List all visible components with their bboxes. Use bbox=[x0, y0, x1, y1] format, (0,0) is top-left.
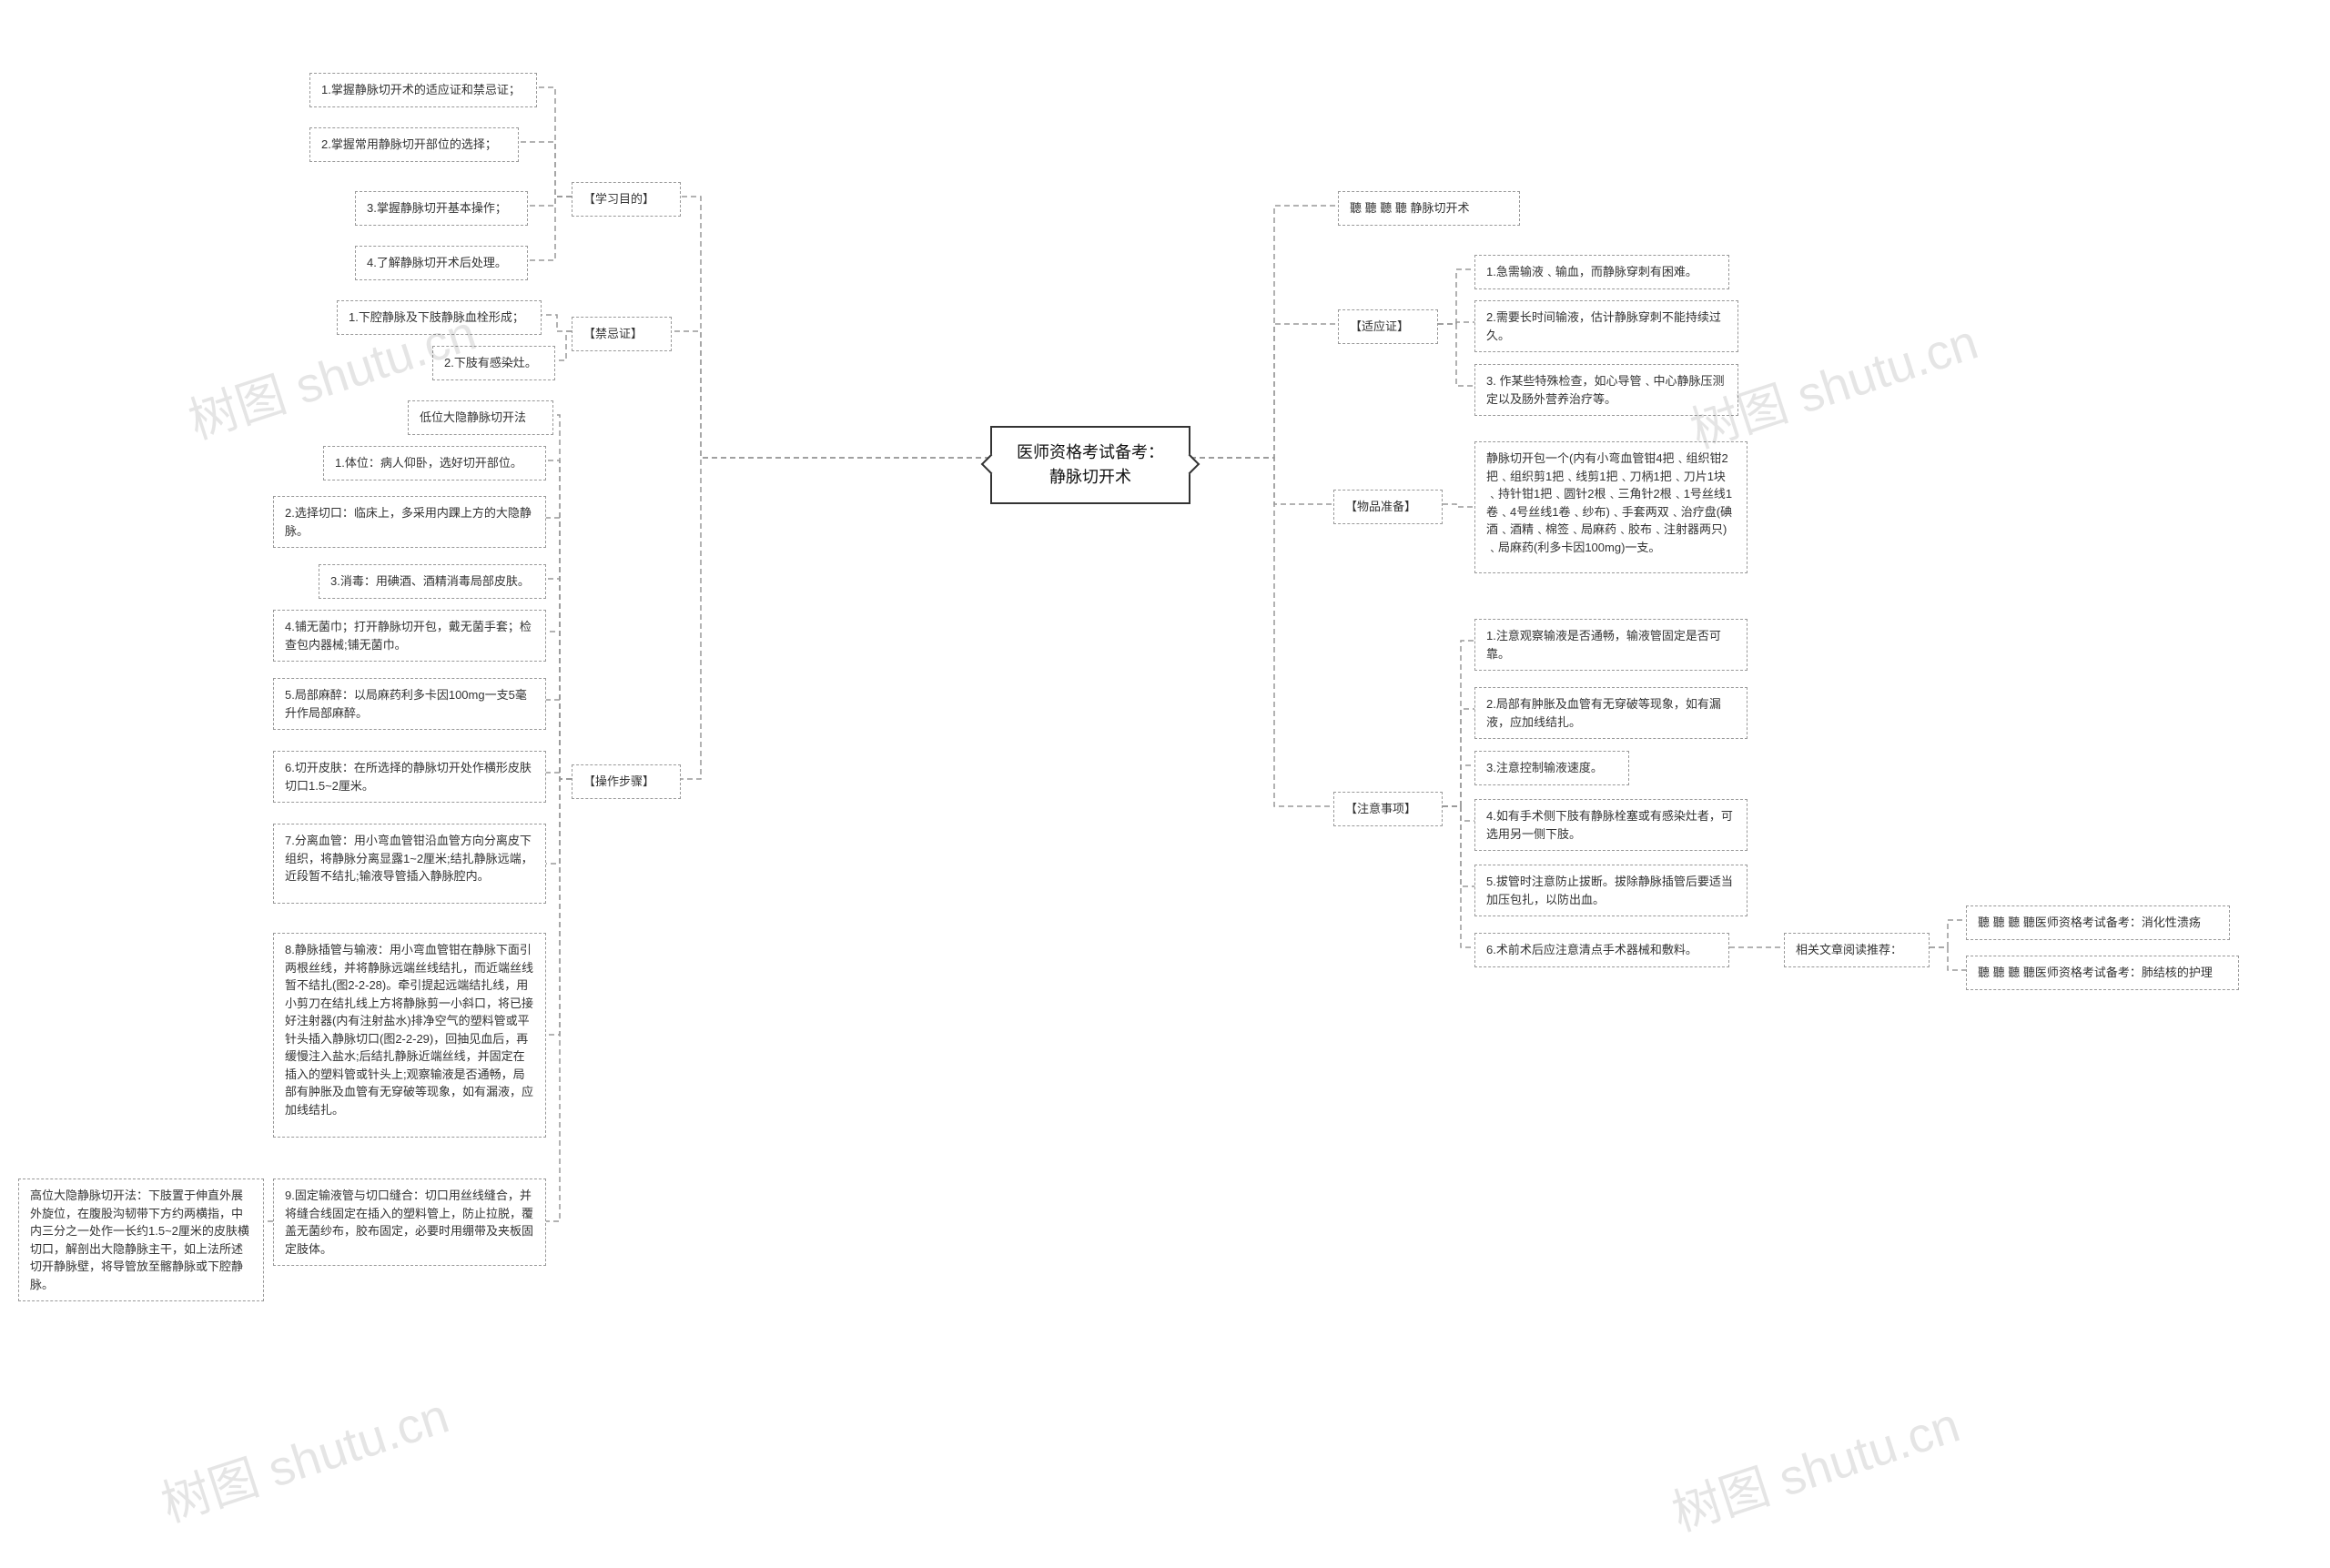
right-leaf-2-0: 静脉切开包一个(内有小弯血管钳4把﹑组织钳2把﹑组织剪1把﹑线剪1把﹑刀柄1把﹑… bbox=[1474, 441, 1748, 573]
left-leaf-2-7: 7.分离血管：用小弯血管钳沿血管方向分离皮下组织，将静脉分离显露1~2厘米;结扎… bbox=[273, 824, 546, 904]
right-leaf-1-1: 2.需要长时间输液，估计静脉穿刺不能持续过久。 bbox=[1474, 300, 1738, 352]
left-leaf-2-2: 2.选择切口：临床上，多采用内踝上方的大隐静脉。 bbox=[273, 496, 546, 548]
left-leaf-0-3: 4.了解静脉切开术后处理。 bbox=[355, 246, 528, 280]
center-node: 医师资格考试备考：静脉切开术 bbox=[990, 426, 1190, 504]
left-branch-2: 【操作步骤】 bbox=[572, 764, 681, 799]
right-leaf-4-0: 聽 聽 聽 聽医师资格考试备考：消化性溃疡 bbox=[1966, 905, 2230, 940]
right-leaf-3-5: 6.术前术后应注意清点手术器械和敷料。 bbox=[1474, 933, 1729, 967]
left-leaf-0-0: 1.掌握静脉切开术的适应证和禁忌证； bbox=[309, 73, 537, 107]
right-leaf-4-1: 聽 聽 聽 聽医师资格考试备考：肺结核的护理 bbox=[1966, 956, 2239, 990]
left-leaf-2-3: 3.消毒：用碘酒、酒精消毒局部皮肤。 bbox=[319, 564, 546, 599]
left-leaf-2-5: 5.局部麻醉：以局麻药利多卡因100mg一支5毫升作局部麻醉。 bbox=[273, 678, 546, 730]
right-branch-1: 【适应证】 bbox=[1338, 309, 1438, 344]
left-leaf-2-8: 8.静脉插管与输液：用小弯血管钳在静脉下面引两根丝线，并将静脉远端丝线结扎，而近… bbox=[273, 933, 546, 1138]
left-leaf-2-10: 高位大隐静脉切开法：下肢置于伸直外展外旋位，在腹股沟韧带下方约两横指，中内三分之… bbox=[18, 1179, 264, 1301]
left-leaf-2-9: 9.固定输液管与切口缝合：切口用丝线缝合，并将缝合线固定在插入的塑料管上，防止拉… bbox=[273, 1179, 546, 1266]
watermark-3: 树图 shutu.cn bbox=[1662, 1384, 1968, 1544]
left-leaf-1-0: 1.下腔静脉及下肢静脉血栓形成； bbox=[337, 300, 542, 335]
left-leaf-1-1: 2.下肢有感染灶。 bbox=[432, 346, 555, 380]
left-leaf-2-0: 低位大隐静脉切开法 bbox=[408, 400, 553, 435]
left-leaf-0-2: 3.掌握静脉切开基本操作； bbox=[355, 191, 528, 226]
left-branch-1: 【禁忌证】 bbox=[572, 317, 672, 351]
left-leaf-2-6: 6.切开皮肤：在所选择的静脉切开处作横形皮肤切口1.5~2厘米。 bbox=[273, 751, 546, 803]
right-leaf-3-1: 2.局部有肿胀及血管有无穿破等现象，如有漏液，应加线结扎。 bbox=[1474, 687, 1748, 739]
right-leaf-3-2: 3.注意控制输液速度。 bbox=[1474, 751, 1629, 785]
right-leaf-3-0: 1.注意观察输液是否通畅，输液管固定是否可靠。 bbox=[1474, 619, 1748, 671]
watermark-2: 树图 shutu.cn bbox=[151, 1375, 457, 1535]
right-leaf-0-0: 聽 聽 聽 聽 静脉切开术 bbox=[1338, 191, 1520, 226]
left-branch-0: 【学习目的】 bbox=[572, 182, 681, 217]
right-branch-2: 【物品准备】 bbox=[1333, 490, 1443, 524]
right-branch-4: 相关文章阅读推荐： bbox=[1784, 933, 1930, 967]
right-branch-3: 【注意事项】 bbox=[1333, 792, 1443, 826]
left-leaf-2-1: 1.体位：病人仰卧，选好切开部位。 bbox=[323, 446, 546, 481]
right-leaf-3-3: 4.如有手术侧下肢有静脉栓塞或有感染灶者，可选用另一侧下肢。 bbox=[1474, 799, 1748, 851]
left-leaf-0-1: 2.掌握常用静脉切开部位的选择； bbox=[309, 127, 519, 162]
right-leaf-1-2: 3. 作某些特殊检查，如心导管﹑中心静脉压测定以及肠外营养治疗等。 bbox=[1474, 364, 1738, 416]
right-leaf-3-4: 5.拔管时注意防止拔断。拔除静脉插管后要适当加压包扎，以防出血。 bbox=[1474, 865, 1748, 916]
right-leaf-1-0: 1.急需输液﹑输血，而静脉穿刺有困难。 bbox=[1474, 255, 1729, 289]
left-leaf-2-4: 4.铺无菌巾；打开静脉切开包，戴无菌手套；检查包内器械;铺无菌巾。 bbox=[273, 610, 546, 662]
